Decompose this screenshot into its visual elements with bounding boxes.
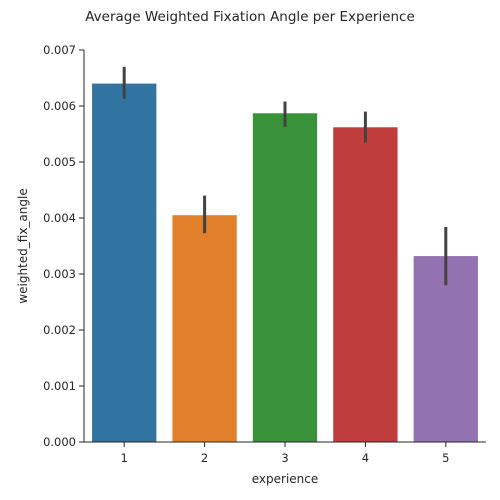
y-tick-label: 0.003 (43, 267, 76, 281)
x-axis-ticks: 1 2 3 4 5 (121, 442, 449, 465)
error-bars (122, 66, 448, 286)
x-tick-label: 2 (201, 451, 208, 465)
bar-5 (413, 256, 478, 442)
y-axis-ticks: 0.000 0.001 0.002 0.003 0.004 0.005 0.006 0.007 (43, 43, 84, 449)
chart-title: Average Weighted Fixation Angle per Expe… (85, 9, 415, 25)
x-tick-label: 5 (442, 451, 449, 465)
x-tick-label: 1 (121, 451, 128, 465)
bar-4 (333, 127, 398, 442)
y-tick-label: 0.007 (43, 43, 76, 57)
bars (92, 83, 478, 442)
y-tick-label: 0.000 (43, 435, 76, 449)
y-tick-label: 0.005 (43, 155, 76, 169)
bar-2 (172, 215, 237, 442)
x-tick-label: 4 (362, 451, 369, 465)
y-tick-label: 0.001 (43, 379, 76, 393)
x-axis-label: experience (252, 472, 319, 486)
x-tick-label: 3 (281, 451, 288, 465)
y-axis-label: weighted_fix_angle (16, 188, 30, 303)
bar-3 (252, 113, 318, 442)
y-tick-label: 0.006 (43, 99, 76, 113)
y-tick-label: 0.002 (43, 323, 76, 337)
y-tick-label: 0.004 (43, 211, 76, 225)
bar-1 (92, 83, 157, 442)
